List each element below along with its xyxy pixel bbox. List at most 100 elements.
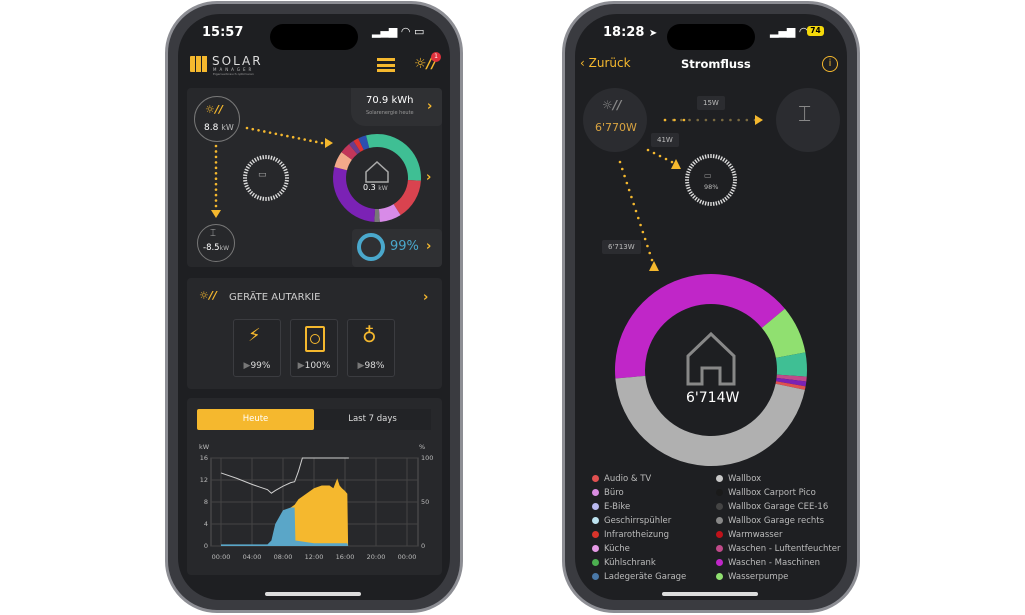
pv-node[interactable]: ☼// 6'770W (583, 88, 647, 152)
solar-manager-logo: SOLAR MANAGER Eigenverbrauch optimieren (190, 54, 270, 76)
tab-heute[interactable]: Heute (197, 409, 314, 430)
legend-swatch (716, 573, 723, 580)
dynamic-island (667, 24, 755, 50)
location-arrow-icon: ➤ (648, 28, 658, 39)
legend-swatch (592, 531, 599, 538)
legend-swatch (716, 489, 723, 496)
tab-last-7-days[interactable]: Last 7 days (314, 409, 431, 430)
legend-swatch (592, 559, 599, 566)
solar-energy-label: Solarenergie heute (366, 110, 414, 116)
pv-node[interactable]: ☼// 8.8 kW (194, 96, 240, 142)
legend-label: Wallbox Garage CEE-16 (728, 502, 829, 512)
hamburger-menu-button[interactable] (377, 58, 395, 72)
legend-item: Waschen - Luftentfeuchter (716, 544, 840, 554)
legend-label: Büro (604, 488, 624, 498)
legend-item: Geschirrspühler (592, 516, 671, 526)
legend-label: Infrarotheizung (604, 530, 670, 540)
chevron-right-icon: › (423, 290, 429, 305)
legend-swatch (716, 531, 723, 538)
solar-panel-icon: ☼// (602, 98, 622, 112)
grid-node[interactable]: ⌶ (776, 88, 840, 152)
info-icon[interactable]: i (822, 56, 838, 72)
home-value: 0.3 (363, 183, 376, 192)
x-tick-label: 20:00 (366, 553, 386, 561)
flow-label-grid: 15W (697, 96, 725, 110)
legend-item: Wasserpumpe (716, 572, 788, 582)
legend-item: Wallbox Garage rechts (716, 516, 824, 526)
legend-item: Warmwasser (716, 530, 782, 540)
battery-value: 98% (704, 183, 719, 191)
legend-item: Kühlschrank (592, 558, 656, 568)
logo-word: SOLAR (212, 54, 263, 68)
autarky-button[interactable]: 99% › (352, 229, 442, 267)
y-tick-label: 8 (203, 498, 208, 506)
legend-label: Warmwasser (728, 530, 783, 540)
device-autarky-card[interactable]: ☼// GERÄTE AUTARKIE › ⚡ ▶99% ▶100% ♁ ▶98% (187, 278, 442, 389)
legend-item: Ladegeräte Garage (592, 572, 686, 582)
legend-label: Ladegeräte Garage (604, 572, 687, 582)
legend-item: Wallbox Carport Pico (716, 488, 816, 498)
legend-swatch (716, 475, 723, 482)
legend-label: Waschen - Maschinen (728, 558, 821, 568)
status-time: 15:57 (202, 25, 244, 40)
solar-energy-value: 70.9 kWh (366, 95, 414, 106)
legend-label: Wasserpumpe (728, 572, 789, 582)
y-tick-label: 16 (199, 454, 208, 462)
x-tick-label: 00:00 (397, 553, 417, 561)
washing-machine-icon (305, 326, 325, 352)
legend-swatch (716, 517, 723, 524)
home-chevron-right-icon[interactable]: › (426, 170, 432, 185)
legend-item: E-Bike (592, 502, 630, 512)
legend-swatch (592, 545, 599, 552)
device-ev-charger[interactable]: ⚡ ▶99% (233, 319, 281, 377)
chevron-right-icon: › (426, 239, 432, 254)
y2-tick-label: 100 (421, 454, 434, 462)
home-indicator (265, 592, 361, 596)
legend-swatch (716, 545, 723, 552)
chart-card: Heute Last 7 days (187, 398, 442, 575)
home-unit: kW (378, 185, 388, 192)
legend-item: Audio & TV (592, 474, 651, 484)
device-washing-machine[interactable]: ▶100% (290, 319, 338, 377)
legend-item: Infrarotheizung (592, 530, 669, 540)
power-pylon-icon: ⌶ (210, 228, 216, 239)
legend-label: Küche (604, 544, 630, 554)
legend-swatch (716, 559, 723, 566)
legend-label: Waschen - Luftentfeuchter (728, 544, 841, 554)
page-title: Stromfluss (681, 57, 751, 71)
y-axis-label: kW (199, 443, 210, 451)
x-tick-label: 12:00 (304, 553, 324, 561)
device-lightbulb[interactable]: ♁ ▶98% (347, 319, 395, 377)
legend-swatch (716, 503, 723, 510)
x-tick-label: 16:00 (335, 553, 355, 561)
logo-tagline: Eigenverbrauch optimieren (213, 72, 254, 76)
legend-item: Waschen - Maschinen (716, 558, 820, 568)
dynamic-island (270, 24, 358, 50)
legend-label: Wallbox (728, 474, 762, 484)
x-tick-label: 04:00 (242, 553, 262, 561)
ev-charger-icon: ⚡ (248, 325, 261, 346)
back-button[interactable]: ‹ Zurück (580, 56, 631, 70)
grid-node[interactable]: ⌶ -8.5kW (197, 224, 235, 262)
back-label: Zurück (588, 56, 631, 70)
y2-axis-label: % (419, 443, 426, 451)
legend-swatch (592, 517, 599, 524)
status-time-text: 18:28 (603, 25, 645, 40)
battery-icon: ▭ (258, 170, 267, 180)
legend-label: Wallbox Carport Pico (728, 488, 816, 498)
solar-energy-today-button[interactable]: 70.9 kWh Solarenergie heute › (351, 88, 442, 126)
grid-unit: kW (219, 245, 230, 252)
chevron-right-icon: › (427, 99, 433, 114)
lightbulb-icon: ♁ (362, 323, 377, 347)
legend-label: Geschirrspühler (604, 516, 672, 526)
legend-label: Kühlschrank (604, 558, 656, 568)
logo-grid-icon (190, 56, 208, 72)
grid-value: -8.5 (203, 243, 220, 253)
y-tick-label: 12 (199, 476, 208, 484)
status-time: 18:28 ➤ (603, 25, 657, 40)
legend-swatch (592, 503, 599, 510)
legend-item: Wallbox (716, 474, 761, 484)
legend-swatch (592, 573, 599, 580)
legend-item: Wallbox Garage CEE-16 (716, 502, 828, 512)
